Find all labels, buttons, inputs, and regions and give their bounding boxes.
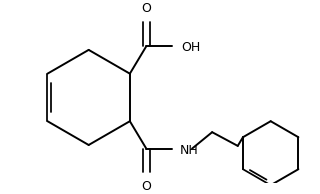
- Text: NH: NH: [180, 144, 199, 157]
- Text: O: O: [141, 180, 151, 193]
- Text: O: O: [141, 2, 151, 15]
- Text: OH: OH: [181, 41, 200, 54]
